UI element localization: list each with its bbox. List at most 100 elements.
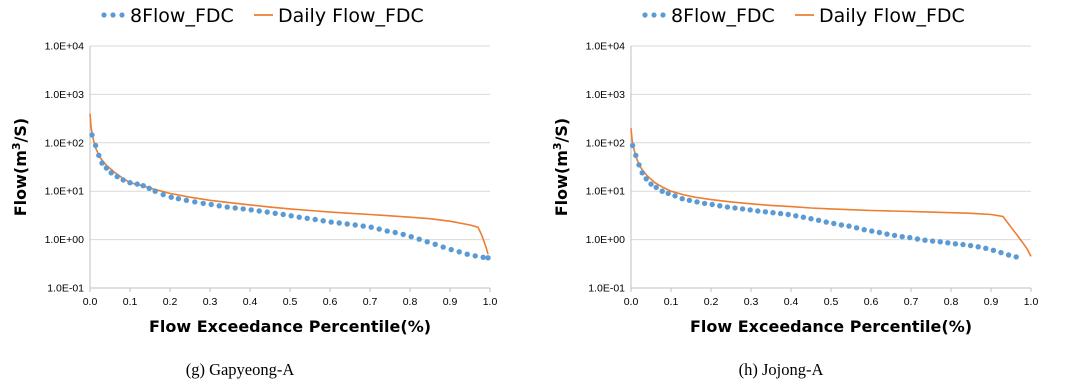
data-point-8flow <box>320 218 326 224</box>
data-point-8flow <box>785 211 791 218</box>
x-tick-label: 1.0 <box>1024 296 1039 308</box>
data-point-8flow <box>336 220 342 226</box>
data-point-8flow <box>653 184 659 191</box>
legend-label-8flow: 8Flow_FDC <box>671 5 775 27</box>
x-tick-label: 0.7 <box>904 296 919 308</box>
data-point-8flow <box>224 204 230 210</box>
data-point-8flow <box>629 142 636 149</box>
y-tick-label: 1.0E+00 <box>586 234 626 246</box>
data-point-8flow <box>701 200 708 207</box>
y-tick-label: 1.0E+02 <box>45 137 85 149</box>
data-point-8flow <box>432 241 438 247</box>
data-point-8flow <box>665 190 671 197</box>
y-axis-title-end: /S) <box>552 118 571 143</box>
data-point-8flow <box>659 188 665 194</box>
data-point-8flow <box>256 208 262 214</box>
data-point-8flow <box>114 173 120 180</box>
data-point-8flow <box>694 199 700 205</box>
chart-panel-g: 8Flow_FDC Daily Flow_FDC 1.0E-01 1.0E+00 1.0… <box>0 0 540 386</box>
y-tick-label: 1.0E+03 <box>45 89 85 101</box>
data-point-8flow <box>134 181 140 187</box>
data-point-8flow <box>815 217 822 223</box>
data-point-8flow <box>288 213 294 219</box>
legend: 8Flow_FDC Daily Flow_FDC <box>642 5 965 27</box>
y-tick-label: 1.0E+00 <box>45 234 85 246</box>
data-point-8flow <box>922 237 928 243</box>
x-tick-label: 0.1 <box>664 296 679 308</box>
data-point-8flow <box>983 245 989 251</box>
x-tick-label: 0.6 <box>323 296 338 308</box>
series-line-daily-flow <box>89 113 489 255</box>
data-point-8flow <box>376 226 382 232</box>
data-point-8flow <box>416 236 422 242</box>
data-point-8flow <box>937 239 943 245</box>
data-point-8flow <box>360 223 366 229</box>
flow-duration-chart-h: 8Flow_FDC Daily Flow_FDC 1.0E-01 1.0E+00 1.0… <box>551 5 1039 379</box>
data-point-8flow <box>480 254 486 260</box>
data-point-8flow <box>891 232 898 239</box>
data-point-8flow <box>456 249 462 255</box>
data-point-8flow <box>296 214 302 220</box>
data-point-8flow <box>384 228 390 234</box>
data-point-8flow <box>1013 254 1019 260</box>
data-point-8flow <box>264 209 270 215</box>
data-point-8flow <box>800 214 807 220</box>
data-point-8flow <box>967 242 974 249</box>
data-point-8flow <box>633 152 639 159</box>
x-tick-label: 0.9 <box>443 296 458 308</box>
x-axis-title: Flow Exceedance Percentile(%) <box>149 317 431 336</box>
y-tick-label: 1.0E+03 <box>586 89 626 101</box>
y-tick-label: 1.0E+04 <box>45 41 85 53</box>
data-point-8flow <box>884 231 890 237</box>
data-point-8flow <box>200 200 206 207</box>
figure-caption: (h) Jojong-A <box>739 360 824 379</box>
y-axis-title-main: Flow(m <box>552 150 571 216</box>
y-axis-title-sup: 3 <box>10 142 23 150</box>
y-tick-label: 1.0E-01 <box>47 283 84 295</box>
data-point-8flow <box>709 201 715 208</box>
legend-swatch-8flow <box>651 12 657 18</box>
data-point-8flow <box>876 229 883 236</box>
x-tick-label: 0.0 <box>624 296 639 308</box>
y-axis-title-sup: 3 <box>551 142 564 150</box>
x-tick-label: 1.0 <box>483 296 498 308</box>
data-point-8flow <box>96 152 102 159</box>
y-tick-label: 1.0E+01 <box>586 186 626 198</box>
data-point-8flow <box>960 241 966 248</box>
x-tick-label: 0.4 <box>243 296 258 308</box>
data-point-8flow <box>472 253 478 259</box>
x-tick-label: 0.7 <box>363 296 378 308</box>
data-point-8flow <box>280 211 286 218</box>
flow-duration-chart-g: 8Flow_FDC Daily Flow_FDC 1.0E-01 1.0E+00 1.0… <box>10 5 498 379</box>
y-tick-label: 1.0E+01 <box>45 186 85 198</box>
data-point-8flow <box>424 239 430 245</box>
data-point-8flow <box>99 160 105 166</box>
data-point-8flow <box>208 201 214 208</box>
data-point-8flow <box>929 238 936 244</box>
data-point-8flow <box>838 222 845 228</box>
data-point-8flow <box>808 216 814 222</box>
data-point-8flow <box>747 207 753 213</box>
data-point-8flow <box>732 205 738 211</box>
x-tick-label: 0.3 <box>203 296 218 308</box>
data-point-8flow <box>648 181 654 187</box>
data-point-8flow <box>639 170 645 176</box>
data-point-8flow <box>793 213 799 219</box>
data-point-8flow <box>990 247 997 253</box>
data-point-8flow <box>952 241 959 247</box>
y-tick-label: 1.0E+04 <box>586 41 626 53</box>
y-tick-label: 1.0E-01 <box>588 283 625 295</box>
chart-panel-h: 8Flow_FDC Daily Flow_FDC 1.0E-01 1.0E+00 1.0… <box>541 0 1081 386</box>
data-point-8flow <box>724 204 731 210</box>
x-tick-label: 0.0 <box>83 296 98 308</box>
y-tick-label: 1.0E+02 <box>586 137 626 149</box>
x-tick-label: 0.8 <box>403 296 418 308</box>
data-point-8flow <box>717 203 723 209</box>
data-point-8flow <box>853 225 860 231</box>
data-point-8flow <box>89 132 95 138</box>
data-point-8flow <box>907 234 913 241</box>
legend-swatch-8flow <box>110 12 116 18</box>
data-point-8flow <box>400 231 406 238</box>
data-point-8flow <box>127 180 133 186</box>
x-axis-title: Flow Exceedance Percentile(%) <box>690 317 972 336</box>
